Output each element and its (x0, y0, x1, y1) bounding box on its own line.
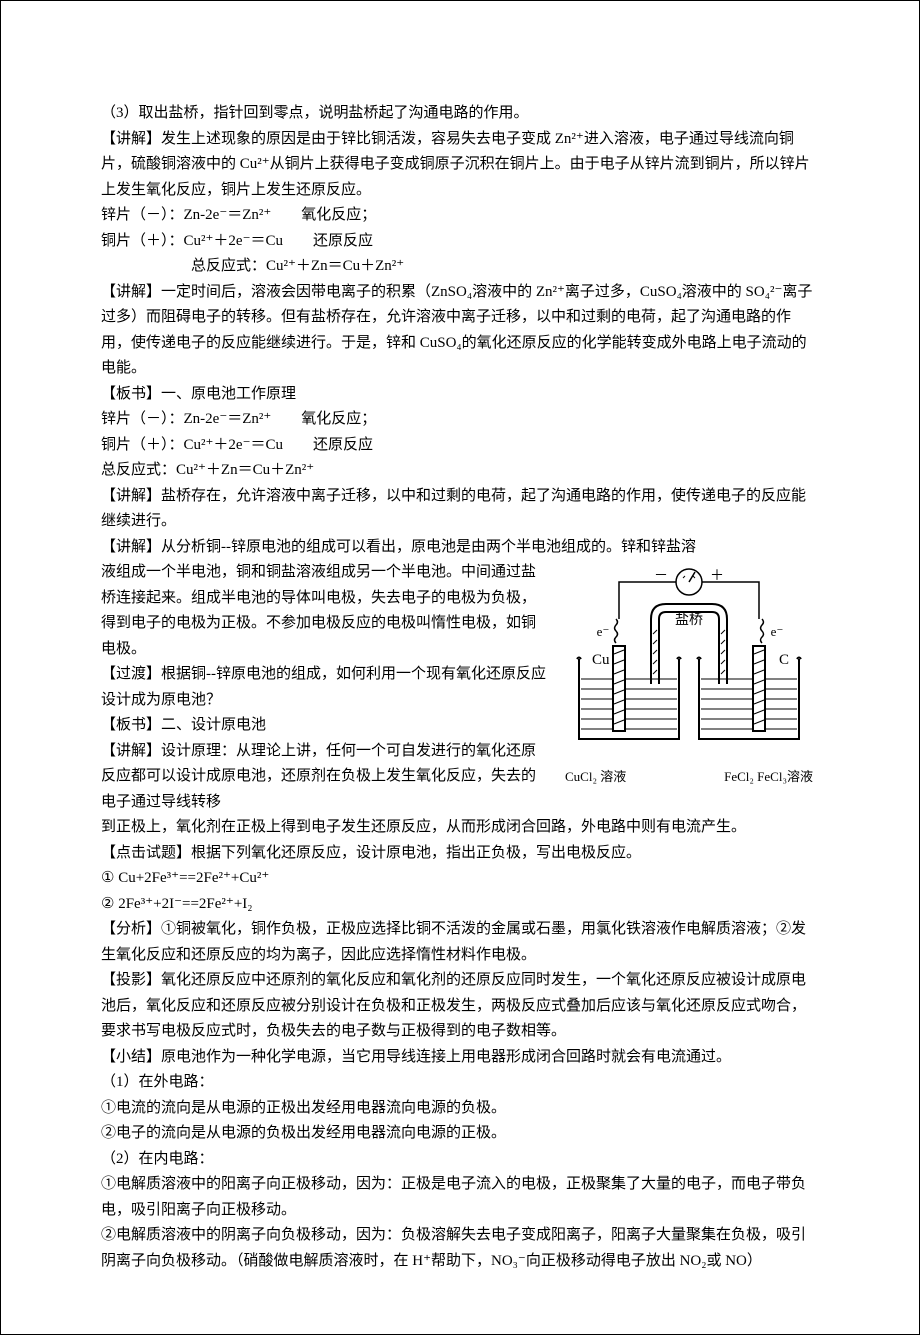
equation-line: 总反应式：Cu²⁺＋Zn＝Cu＋Zn²⁺ (101, 458, 819, 484)
paragraph: 到正极上，氧化剂在正极上得到电子发生还原反应，从而形成闭合回路，外电路中则有电流… (101, 815, 819, 841)
figure-captions: CuCl₂ 溶液 FeCl₂ FeCl₃溶液 (559, 764, 819, 788)
electrode-left-label: Cu (592, 652, 610, 668)
equation-line: 铜片（＋）：Cu²⁺＋2e⁻＝Cu 还原反应 (101, 433, 819, 459)
electron-label-right: e⁻ (771, 624, 784, 639)
cell-diagram-svg: － ＋ 盐桥 (559, 564, 819, 764)
paragraph: 【投影】氧化还原反应中还原剂的氧化反应和氧化剂的还原反应同时发生，一个氧化还原反… (101, 968, 819, 1045)
salt-bridge-label: 盐桥 (675, 612, 703, 628)
figure-block: － ＋ 盐桥 (101, 560, 819, 815)
equation-line: ① Cu+2Fe³⁺==2Fe²⁺+Cu²⁺ (101, 866, 819, 892)
paragraph: 【讲解】从分析铜--锌原电池的组成可以看出，原电池是由两个半电池组成的。锌和锌盐… (101, 535, 819, 561)
equation-line: 锌片（－）：Zn-2e⁻＝Zn²⁺ 氧化反应； (101, 407, 819, 433)
paragraph: 【分析】①铜被氧化，铜作负极，正极应选择比铜不活泼的金属或石墨，用氯化铁溶液作电… (101, 917, 819, 968)
heading: 【板书】一、原电池工作原理 (101, 382, 819, 408)
list-heading: （1）在外电路： (101, 1070, 819, 1096)
electrode-right-label: C (779, 652, 789, 668)
list-item: ①电流的流向是从电源的正极出发经用电器流向电源的负极。 (101, 1096, 819, 1122)
document-page: （3）取出盐桥，指针回到零点，说明盐桥起了沟通电路的作用。 【讲解】发生上述现象… (0, 0, 920, 1335)
paragraph: 【讲解】发生上述现象的原因是由于锌比铜活泼，容易失去电子变成 Zn²⁺进入溶液，… (101, 127, 819, 204)
cell-diagram: － ＋ 盐桥 (559, 564, 819, 788)
list-heading: （2）在内电路： (101, 1147, 819, 1173)
equation-line: ② 2Fe³⁺+2I⁻==2Fe²⁺+I₂ (101, 892, 819, 918)
paragraph: 【点击试题】根据下列氧化还原反应，设计原电池，指出正负极，写出电极反应。 (101, 841, 819, 867)
equation-line: 铜片（＋）：Cu²⁺＋2e⁻＝Cu 还原反应 (101, 229, 819, 255)
electron-label-left: e⁻ (597, 624, 610, 639)
equation-line: 锌片（－）：Zn-2e⁻＝Zn²⁺ 氧化反应； (101, 203, 819, 229)
list-item: ②电子的流向是从电源的负极出发经用电器流向电源的正极。 (101, 1121, 819, 1147)
left-solution-label: CuCl₂ 溶液 (565, 766, 626, 788)
equation-line: 总反应式：Cu²⁺＋Zn＝Cu＋Zn²⁺ (101, 254, 819, 280)
right-solution-label: FeCl₂ FeCl₃溶液 (724, 766, 813, 788)
paragraph: 【小结】原电池作为一种化学电源，当它用导线连接上用电器形成闭合回路时就会有电流通… (101, 1045, 819, 1071)
paragraph: （3）取出盐桥，指针回到零点，说明盐桥起了沟通电路的作用。 (101, 101, 819, 127)
paragraph: 【讲解】盐桥存在，允许溶液中离子迁移，以中和过剩的电荷，起了沟通电路的作用，使传… (101, 484, 819, 535)
list-item: ①电解质溶液中的阳离子向正极移动，因为：正极是电子流入的电极，正极聚集了大量的电… (101, 1172, 819, 1223)
paragraph: 【讲解】一定时间后，溶液会因带电离子的积累（ZnSO₄溶液中的 Zn²⁺离子过多… (101, 280, 819, 382)
list-item: ②电解质溶液中的阴离子向负极移动，因为：负极溶解失去电子变成阳离子，阳离子大量聚… (101, 1223, 819, 1274)
